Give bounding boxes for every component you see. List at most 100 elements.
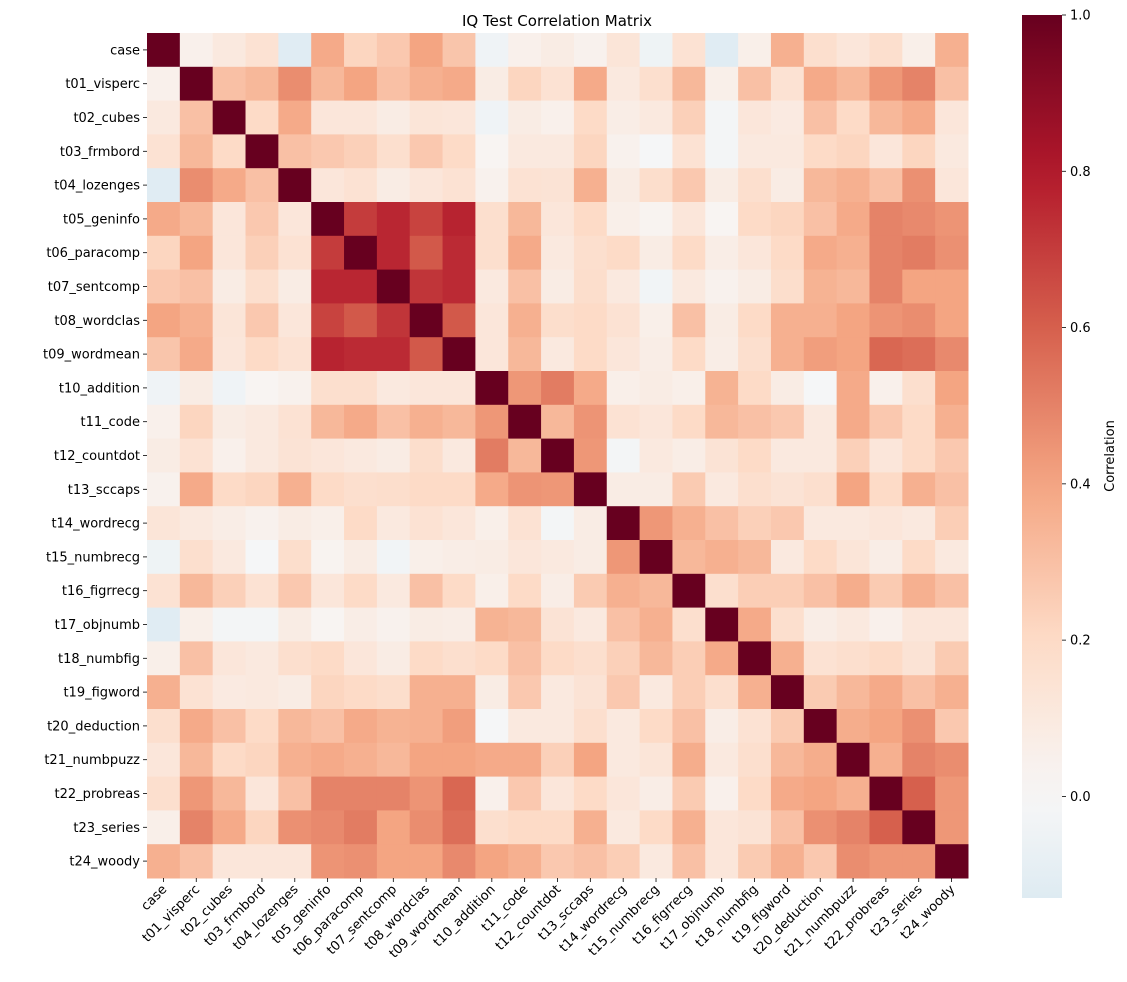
heatmap-cell-t17_objnumb-t17_objnumb — [705, 607, 739, 642]
heatmap-cell-t04_lozenges-t12_countdot — [541, 168, 575, 203]
heatmap-cell-t20_deduction-t02_cubes — [212, 709, 247, 744]
heatmap-cell-t10_addition-t02_cubes — [212, 371, 247, 406]
heatmap-cell-t01_visperc-t02_cubes — [212, 66, 247, 102]
heatmap-cell-t17_objnumb-t22_probreas — [869, 607, 903, 642]
heatmap-cell-t15_numbrecg-t06_paracomp — [344, 540, 378, 575]
heatmap-cell-t14_wordrecg-t22_probreas — [869, 506, 903, 541]
heatmap-cell-t11_code-t17_objnumb — [705, 404, 739, 440]
heatmap-cell-t16_figrrecg-t16_figrrecg — [672, 573, 706, 609]
heatmap-cell-t01_visperc-t06_paracomp — [344, 66, 378, 102]
heatmap-cell-t02_cubes-t11_code — [508, 100, 542, 135]
heatmap-cell-t10_addition-t21_numbpuzz — [836, 371, 870, 406]
heatmap-cell-case-t01_visperc — [179, 33, 214, 68]
y-tick-label: t18_numbfig — [58, 652, 140, 667]
heatmap-cell-t12_countdot-t05_geninfo — [311, 438, 345, 473]
heatmap-cell-t04_lozenges-t11_code — [508, 168, 542, 203]
heatmap-cell-t13_sccaps-t22_probreas — [869, 472, 903, 507]
heatmap-cell-t20_deduction-t13_sccaps — [573, 709, 608, 744]
heatmap-cell-t16_figrrecg-t24_woody — [935, 573, 969, 609]
heatmap-cell-t18_numbfig-t10_addition — [475, 641, 509, 676]
heatmap-cell-t21_numbpuzz-t06_paracomp — [344, 742, 378, 778]
heatmap-cell-t07_sentcomp-t22_probreas — [869, 269, 903, 304]
heatmap-cell-t06_paracomp-t22_probreas — [869, 235, 903, 271]
heatmap-cell-t01_visperc-t21_numbpuzz — [836, 66, 870, 102]
heatmap-cell-t15_numbrecg-t18_numbfig — [738, 540, 772, 575]
heatmap-cell-t11_code-t16_figrrecg — [672, 404, 706, 440]
heatmap-cell-t09_wordmean-t10_addition — [475, 337, 509, 372]
heatmap-cell-t06_paracomp-t15_numbrecg — [639, 235, 673, 271]
heatmap-cell-t05_geninfo-t08_wordclas — [409, 202, 444, 237]
heatmap-cell-t07_sentcomp-t17_objnumb — [705, 269, 739, 304]
heatmap-cell-t06_paracomp-t19_figword — [770, 235, 805, 271]
heatmap-cell-t10_addition-case — [147, 371, 181, 406]
heatmap-cell-t06_paracomp-t03_frmbord — [245, 235, 279, 271]
heatmap-cell-t10_addition-t07_sentcomp — [376, 371, 411, 406]
heatmap-cell-t06_paracomp-t01_visperc — [179, 235, 214, 271]
heatmap-cell-t10_addition-t10_addition — [475, 371, 509, 406]
heatmap-cell-t19_figword-t19_figword — [770, 675, 805, 710]
heatmap-cell-t21_numbpuzz-t24_woody — [935, 742, 969, 778]
heatmap-cell-t23_series-t02_cubes — [212, 810, 247, 845]
heatmap-cell-t03_frmbord-t19_figword — [770, 134, 805, 169]
heatmap-cell-t19_figword-t08_wordclas — [409, 675, 444, 710]
heatmap-cell-t24_woody-t21_numbpuzz — [836, 844, 870, 879]
heatmap-cell-t16_figrrecg-t10_addition — [475, 573, 509, 609]
heatmap-cell-t03_frmbord-t16_figrrecg — [672, 134, 706, 169]
heatmap-cell-t19_figword-t21_numbpuzz — [836, 675, 870, 710]
heatmap-cell-t02_cubes-t23_series — [902, 100, 936, 135]
heatmap-cell-t02_cubes-t09_wordmean — [442, 100, 476, 135]
heatmap-cell-t23_series-t01_visperc — [179, 810, 214, 845]
heatmap-cell-t05_geninfo-t22_probreas — [869, 202, 903, 237]
heatmap-cell-t24_woody-t04_lozenges — [278, 844, 312, 879]
y-tick-label: t04_lozenges — [54, 179, 140, 194]
heatmap-cell-t10_addition-t12_countdot — [541, 371, 575, 406]
heatmap-cell-t10_addition-t19_figword — [770, 371, 805, 406]
heatmap-cell-t21_numbpuzz-t13_sccaps — [573, 742, 608, 778]
y-tick-label: t06_paracomp — [46, 246, 140, 261]
heatmap-cell-t08_wordclas-t18_numbfig — [738, 303, 772, 338]
heatmap-cell-t10_addition-t24_woody — [935, 371, 969, 406]
heatmap-cell-t06_paracomp-t12_countdot — [541, 235, 575, 271]
heatmap-cell-t18_numbfig-t17_objnumb — [705, 641, 739, 676]
heatmap-cell-t20_deduction-t03_frmbord — [245, 709, 279, 744]
heatmap-cell-t16_figrrecg-t02_cubes — [212, 573, 247, 609]
heatmap-cell-t06_paracomp-t21_numbpuzz — [836, 235, 870, 271]
y-tick-label: t16_figrrecg — [62, 584, 140, 599]
heatmap-cell-t12_countdot-t01_visperc — [179, 438, 214, 473]
colorbar-tick-label: 0.8 — [1070, 165, 1091, 180]
heatmap-cell-t19_figword-case — [147, 675, 181, 710]
heatmap-cell-t05_geninfo-t14_wordrecg — [606, 202, 641, 237]
heatmap-cell-t09_wordmean-t12_countdot — [541, 337, 575, 372]
heatmap-cell-t08_wordclas-t08_wordclas — [409, 303, 444, 338]
heatmap-cell-t09_wordmean-t22_probreas — [869, 337, 903, 372]
heatmap-cell-t08_wordclas-t03_frmbord — [245, 303, 279, 338]
heatmap-cell-t15_numbrecg-t09_wordmean — [442, 540, 476, 575]
heatmap-cell-t07_sentcomp-t05_geninfo — [311, 269, 345, 304]
heatmap-cell-t22_probreas-t01_visperc — [179, 776, 214, 811]
heatmap-cell-t01_visperc-t09_wordmean — [442, 66, 476, 102]
heatmap-cell-t14_wordrecg-t05_geninfo — [311, 506, 345, 541]
heatmap-cell-t22_probreas-t13_sccaps — [573, 776, 608, 811]
heatmap-cell-t23_series-t13_sccaps — [573, 810, 608, 845]
heatmap-cell-t08_wordclas-t12_countdot — [541, 303, 575, 338]
heatmap-cell-t06_paracomp-t20_deduction — [803, 235, 838, 271]
heatmap-cell-t15_numbrecg-t17_objnumb — [705, 540, 739, 575]
heatmap-cell-t24_woody-t01_visperc — [179, 844, 214, 879]
heatmap-cell-t19_figword-t24_woody — [935, 675, 969, 710]
heatmap-cell-t07_sentcomp-t01_visperc — [179, 269, 214, 304]
heatmap-cell-t08_wordclas-t22_probreas — [869, 303, 903, 338]
heatmap-cell-t22_probreas-t24_woody — [935, 776, 969, 811]
heatmap-cell-t24_woody-t16_figrrecg — [672, 844, 706, 879]
heatmap-cell-t23_series-t17_objnumb — [705, 810, 739, 845]
heatmap-cell-t18_numbfig-t06_paracomp — [344, 641, 378, 676]
heatmap-cell-t11_code-t07_sentcomp — [376, 404, 411, 440]
heatmap-cell-t15_numbrecg-t04_lozenges — [278, 540, 312, 575]
heatmap-cell-t10_addition-t05_geninfo — [311, 371, 345, 406]
heatmap-cell-t23_series-t11_code — [508, 810, 542, 845]
heatmap-cell-t04_lozenges-t09_wordmean — [442, 168, 476, 203]
heatmap-cell-t17_objnumb-t15_numbrecg — [639, 607, 673, 642]
heatmap-cell-t11_code-t19_figword — [770, 404, 805, 440]
y-tick-label: t07_sentcomp — [48, 280, 140, 295]
heatmap-cell-t16_figrrecg-t09_wordmean — [442, 573, 476, 609]
heatmap-cell-t11_code-t20_deduction — [803, 404, 838, 440]
